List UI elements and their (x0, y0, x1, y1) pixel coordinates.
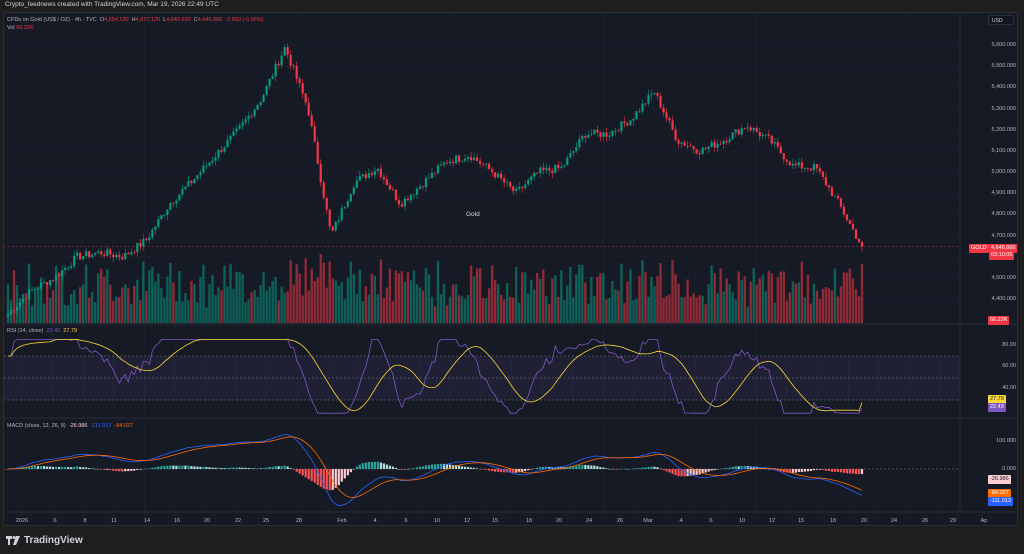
time-axis-label: 15 (491, 518, 499, 524)
time-axis-label: 16 (173, 518, 181, 524)
close-value: 4,646.860 (197, 17, 223, 23)
time-axis-label: 6 (53, 518, 57, 524)
high-value: 4,677.120 (135, 17, 161, 23)
open-value: 4,654.130 (104, 17, 129, 23)
volume-tag: 66.22K (988, 316, 1010, 325)
macd-axis-0: 0.000 (1002, 466, 1016, 472)
time-axis-label: 18 (829, 518, 837, 524)
attribution-text: Crypto_feednews created with TradingView… (5, 1, 219, 8)
rsi-value-tag: 22.43 (988, 403, 1006, 412)
time-axis-label: 26 (616, 518, 624, 524)
time-axis-label: 12 (463, 518, 471, 524)
time-axis-label: 18 (525, 518, 533, 524)
low-value: 4,643.620 (166, 17, 191, 23)
price-axis-label: 5,500.000 (991, 63, 1016, 70)
time-axis-label: 22 (234, 518, 242, 524)
rsi-ma-value: 27.79 (63, 328, 78, 334)
rsi-axis-80: 80.00 (1002, 342, 1016, 348)
price-axis-label: 5,100.000 (991, 147, 1016, 154)
time-axis-label: Ap (980, 518, 988, 524)
price-axis-label: 4,900.000 (991, 190, 1016, 197)
volume-legend: Vol 66.22K (7, 25, 34, 31)
time-axis-label: 20 (555, 518, 563, 524)
time-axis-label: 25 (262, 518, 270, 524)
time-axis-label: 2026 (15, 518, 29, 524)
time-axis-label: 4 (373, 518, 377, 524)
rsi-axis-40: 40.00 (1002, 385, 1016, 391)
price-axis-label: 5,200.000 (991, 126, 1016, 133)
price-axis-label: 5,000.000 (991, 169, 1016, 175)
price-axis-label: 4,700.000 (991, 232, 1016, 239)
time-axis-label: 29 (949, 518, 957, 524)
time-axis-label: 8 (83, 518, 87, 524)
change-value: -2.950 (-0.06%) (225, 17, 264, 23)
price-axis-label: 5,300.000 (991, 105, 1016, 112)
time-axis-label: 4 (679, 518, 683, 524)
tradingview-logo-icon (6, 536, 20, 545)
macd-signal-value: -84.027 (114, 423, 134, 429)
time-axis-label: 12 (768, 518, 776, 524)
time-axis-label: 20 (860, 518, 868, 524)
time-axis-label: 26 (921, 518, 929, 524)
rsi-label: RSI (14, close) (7, 328, 44, 334)
footer (0, 526, 1024, 554)
symbol-name: CFDs on Gold (US$ / OZ) · 4h · TVC (7, 17, 97, 23)
time-axis-label: 11 (111, 518, 117, 524)
macd-line-value: -111.013 (90, 423, 112, 429)
tradingview-logo[interactable]: TradingView (6, 535, 83, 546)
price-axis-label: 5,600.000 (991, 42, 1016, 48)
macd-signal-tag: -84.027 (988, 489, 1011, 498)
rsi-ma-tag: 27.79 (988, 395, 1006, 404)
macd-axis-100: 100.000 (996, 438, 1016, 444)
macd-legend: MACD (close, 12, 26, 9) -26.986 -111.013… (7, 423, 133, 429)
rsi-legend: RSI (14, close) 22.43 27.79 (7, 328, 77, 334)
price-axis-label: 4,400.000 (991, 296, 1016, 302)
brand-name: TradingView (24, 535, 83, 546)
price-axis-label: 4,800.000 (991, 211, 1016, 218)
time-axis-label: 6 (404, 518, 408, 524)
ticker-tag: GOLD (969, 244, 989, 253)
symbol-legend: CFDs on Gold (US$ / OZ) · 4h · TVC O4,65… (7, 17, 264, 23)
macd-line-tag: -111.013 (988, 497, 1013, 506)
time-axis-label: 10 (738, 518, 746, 524)
time-axis-label: 10 (433, 518, 441, 524)
macd-hist-value: -26.986 (68, 423, 88, 429)
rsi-axis-60: 60.00 (1002, 363, 1016, 369)
price-axis-label: 4,500.000 (991, 274, 1016, 281)
time-axis-label: 28 (295, 518, 303, 524)
countdown-tag: 03:10:05 (989, 251, 1015, 260)
time-axis-label: 15 (797, 518, 805, 524)
time-axis-label: 20 (203, 518, 211, 524)
currency-button[interactable]: USD (988, 15, 1014, 25)
time-axis-label: 24 (585, 518, 593, 524)
attribution-bar: Crypto_feednews created with TradingView… (0, 0, 1024, 12)
volume-value: 66.22K (16, 25, 34, 31)
time-axis-label: 14 (143, 518, 151, 524)
time-axis-label: 24 (890, 518, 898, 524)
symbol-watermark: Gold (466, 211, 480, 218)
price-axis-label: 5,400.000 (991, 84, 1016, 91)
macd-hist-tag: -26.986 (988, 475, 1011, 484)
rsi-value: 22.43 (46, 328, 61, 334)
time-axis-label: Feb (337, 518, 347, 524)
macd-label: MACD (close, 12, 26, 9) (7, 423, 66, 429)
time-axis-label: 6 (709, 518, 713, 524)
time-axis-label: Mar (643, 518, 653, 524)
last-price-tag: 4,646.860 (989, 244, 1018, 253)
